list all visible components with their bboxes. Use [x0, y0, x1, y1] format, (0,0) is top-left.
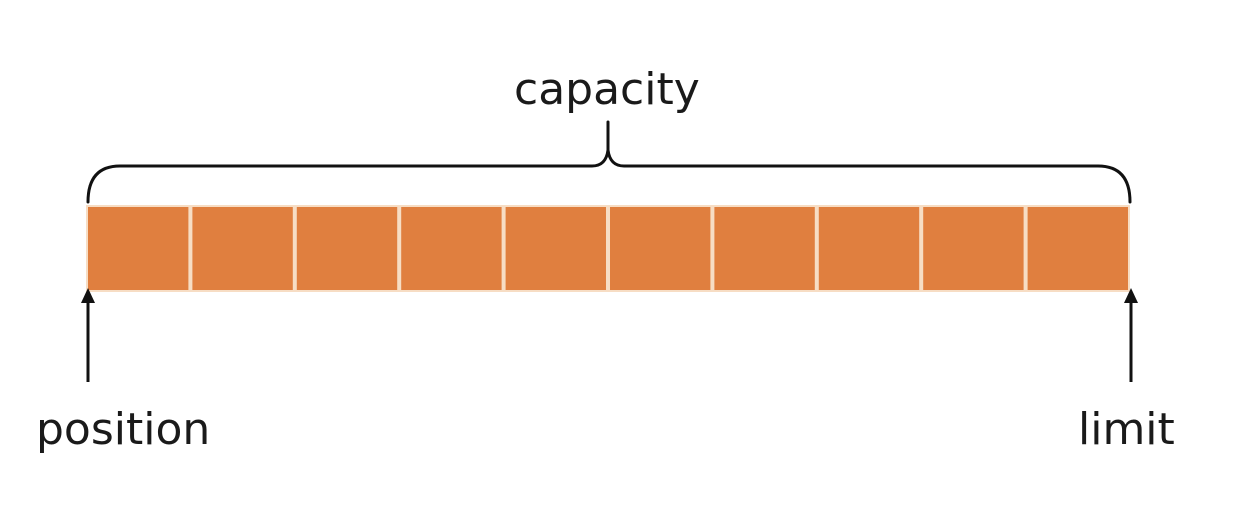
- buffer-cell: [296, 207, 398, 290]
- limit-label: limit: [1078, 404, 1175, 455]
- position-label: position: [36, 404, 211, 455]
- buffer-cell: [401, 207, 502, 290]
- buffer-cell: [192, 207, 293, 290]
- limit-arrow: [1124, 288, 1138, 382]
- buffer-cell: [610, 207, 711, 290]
- position-arrow: [81, 288, 95, 382]
- capacity-brace: [86, 120, 1132, 204]
- buffer-cell: [505, 207, 606, 290]
- buffer-cell: [923, 207, 1024, 290]
- buffer-cell: [88, 207, 189, 290]
- buffer-cell: [714, 207, 815, 290]
- buffer-cells: [86, 205, 1130, 292]
- buffer-cell: [1027, 207, 1128, 290]
- capacity-label: capacity: [514, 64, 700, 115]
- buffer-cell: [818, 207, 920, 290]
